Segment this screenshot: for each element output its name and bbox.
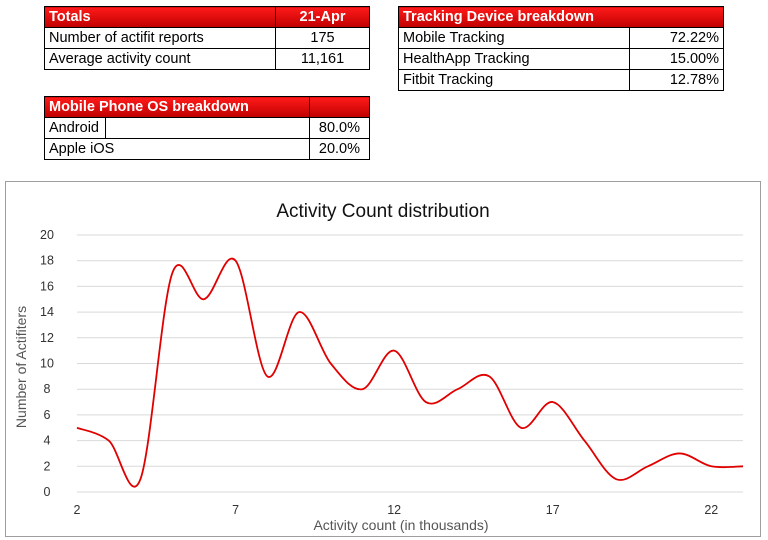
x-tick-label: 2 bbox=[74, 503, 81, 517]
activity-chart: Activity Count distribution 0 2 4 6 8 10 12 14 1… bbox=[13, 201, 744, 533]
y-tick-label: 10 bbox=[40, 357, 54, 371]
totals-row-value: 11,161 bbox=[275, 48, 370, 70]
totals-date: 21-Apr bbox=[275, 6, 370, 28]
series-layer bbox=[76, 257, 744, 488]
totals-table: Totals 21-Apr Number of actifit reports … bbox=[44, 6, 370, 70]
y-tick-label: 2 bbox=[44, 459, 51, 473]
y-tick-label: 14 bbox=[40, 305, 54, 319]
totals-row-value: 175 bbox=[275, 27, 370, 49]
os-row-value: 20.0% bbox=[308, 138, 371, 160]
os-header-spacer bbox=[308, 96, 371, 118]
x-tick-labels: 2 7 12 17 22 bbox=[74, 503, 719, 517]
tracking-row-value: 12.78% bbox=[629, 69, 724, 91]
y-tick-label: 8 bbox=[44, 382, 51, 396]
tracking-row-value: 15.00% bbox=[629, 48, 724, 70]
os-table: Mobile Phone OS breakdown Android 80.0% … bbox=[44, 96, 371, 160]
totals-row-label: Number of actifit reports bbox=[44, 27, 276, 49]
y-tick-labels: 0 2 4 6 8 10 12 14 16 18 20 bbox=[40, 228, 54, 499]
y-axis-label: Number of Actifiters bbox=[13, 306, 29, 428]
os-row-spacer bbox=[105, 117, 310, 139]
tracking-header: Tracking Device breakdown bbox=[398, 6, 724, 28]
gridlines bbox=[77, 234, 743, 493]
totals-row-label: Average activity count bbox=[44, 48, 276, 70]
y-tick-label: 20 bbox=[40, 228, 54, 242]
os-row-label: Apple iOS bbox=[44, 138, 310, 160]
chart-title: Activity Count distribution bbox=[276, 201, 489, 222]
os-header: Mobile Phone OS breakdown bbox=[44, 96, 310, 118]
os-row-label: Android bbox=[44, 117, 106, 139]
tracking-row-label: Fitbit Tracking bbox=[398, 69, 630, 91]
x-axis-label: Activity count (in thousands) bbox=[313, 517, 488, 533]
x-tick-label: 22 bbox=[704, 503, 718, 517]
y-tick-label: 4 bbox=[44, 434, 51, 448]
os-row-value: 80.0% bbox=[308, 117, 371, 139]
totals-header: Totals bbox=[44, 6, 276, 28]
y-tick-label: 6 bbox=[44, 408, 51, 422]
chart-frame: Activity Count distribution 0 2 4 6 8 10 12 14 1… bbox=[5, 181, 761, 537]
tracking-row-value: 72.22% bbox=[629, 27, 724, 49]
x-tick-label: 17 bbox=[546, 503, 560, 517]
x-tick-label: 7 bbox=[232, 503, 239, 517]
x-tick-label: 12 bbox=[387, 503, 401, 517]
tracking-table: Tracking Device breakdown Mobile Trackin… bbox=[398, 6, 724, 91]
tracking-row-label: Mobile Tracking bbox=[398, 27, 630, 49]
y-tick-label: 12 bbox=[40, 331, 54, 345]
y-tick-label: 18 bbox=[40, 254, 54, 268]
tracking-row-label: HealthApp Tracking bbox=[398, 48, 630, 70]
y-tick-label: 16 bbox=[40, 279, 54, 293]
series-line bbox=[76, 257, 744, 488]
y-tick-label: 0 bbox=[44, 485, 51, 499]
